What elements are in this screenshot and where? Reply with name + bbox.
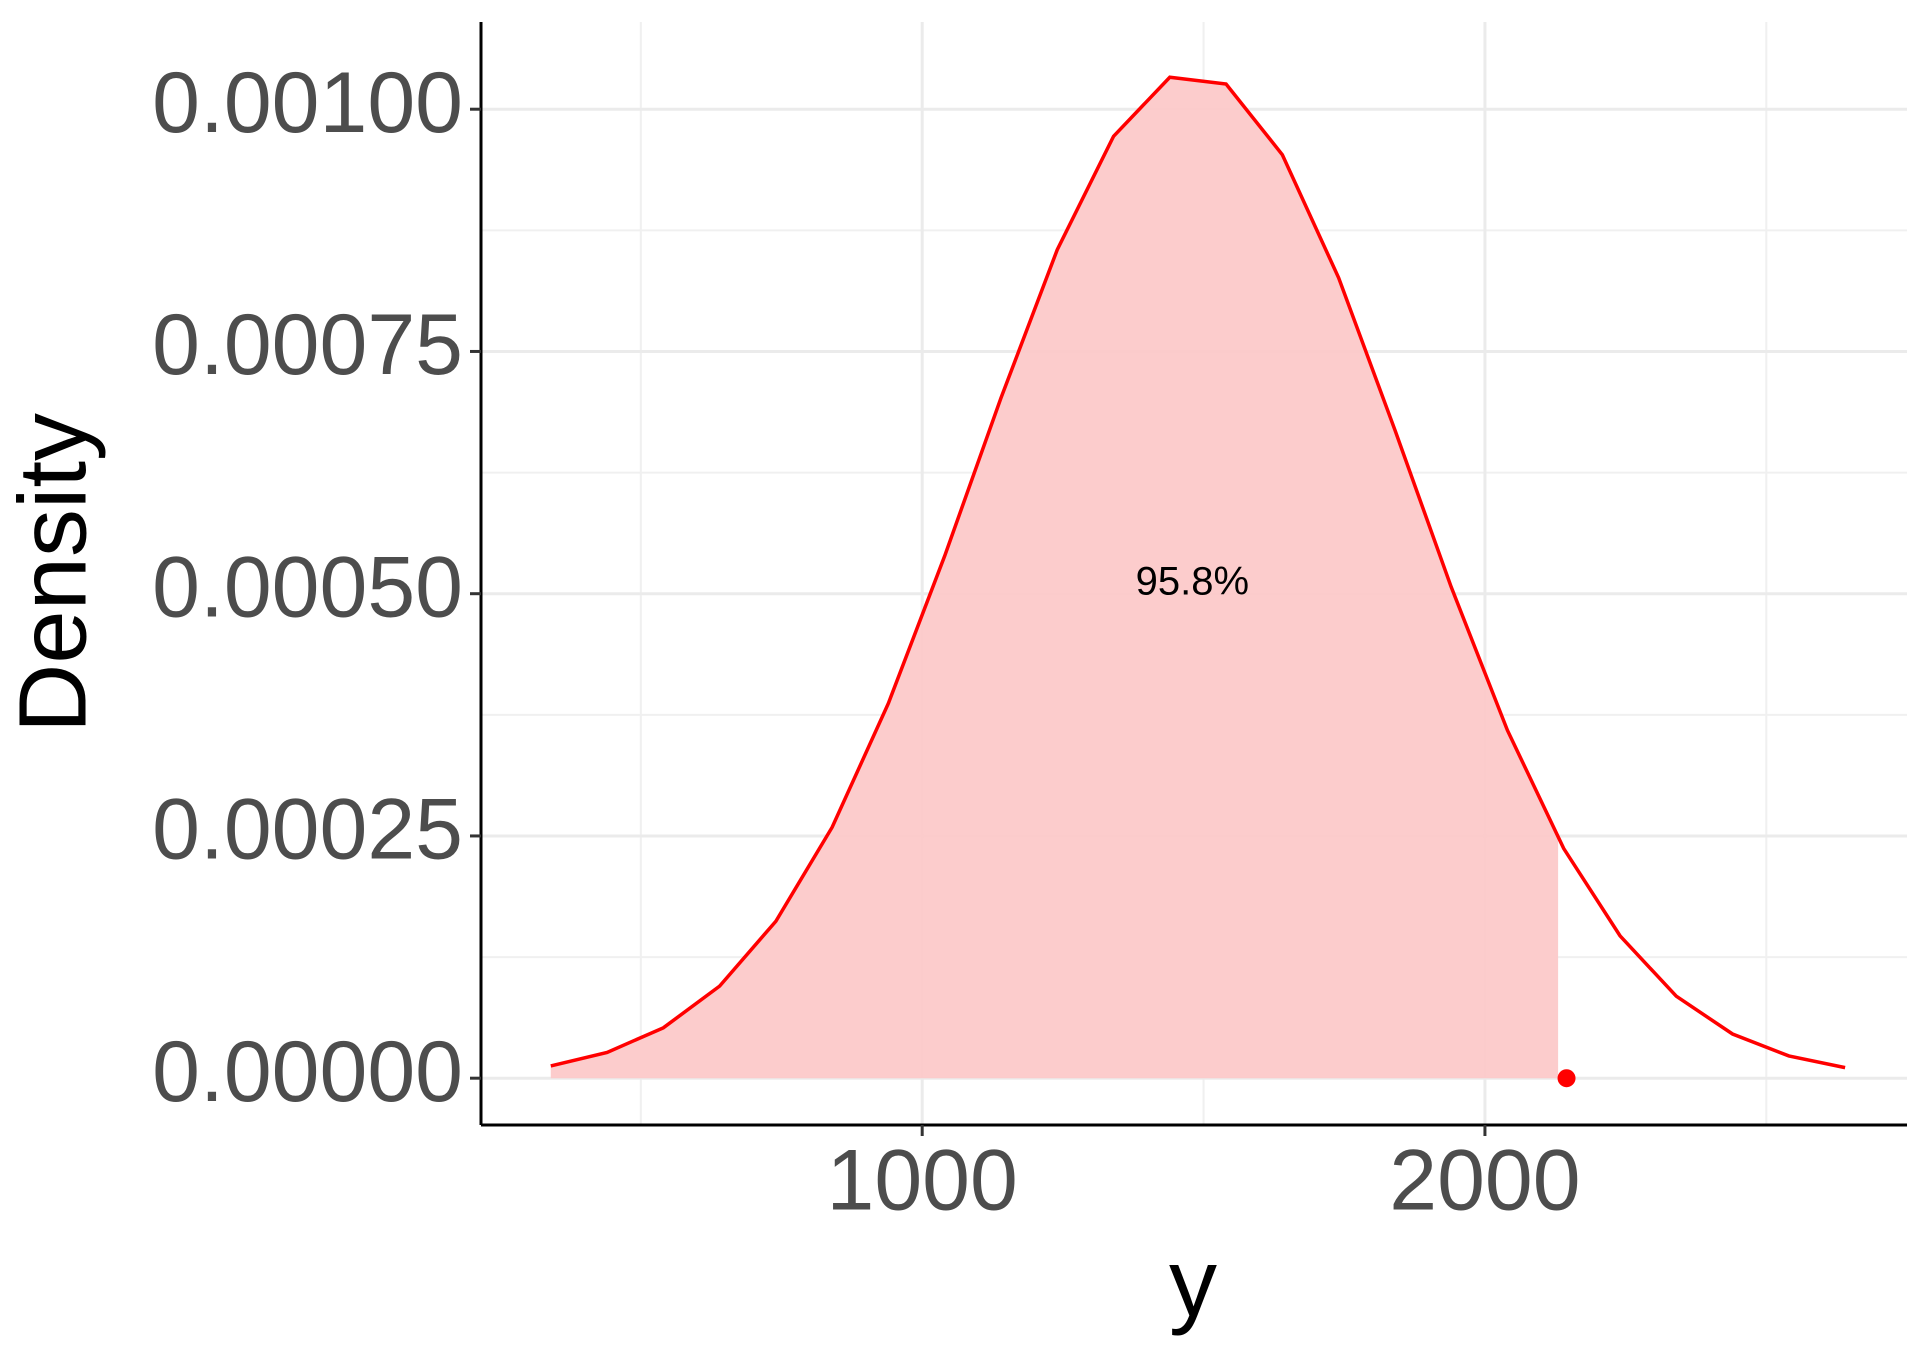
y-axis-title: Density [0, 413, 106, 733]
density-curve [550, 75, 1846, 1070]
y-tick-label: 0.00050 [152, 539, 463, 635]
shaded-area [550, 77, 1559, 1079]
x-tick-label: 1000 [827, 1133, 1018, 1229]
observed-point [1557, 1069, 1576, 1088]
y-tick-label: 0.00025 [152, 782, 463, 878]
x-axis-title: y [1169, 1229, 1217, 1336]
y-tick-label: 0.00075 [152, 297, 463, 393]
x-tick-label: 2000 [1389, 1133, 1580, 1229]
y-tick-label: 0.00100 [152, 55, 463, 151]
y-tick-label: 0.00000 [152, 1024, 463, 1120]
annotation: 95.8% [1136, 560, 1249, 604]
